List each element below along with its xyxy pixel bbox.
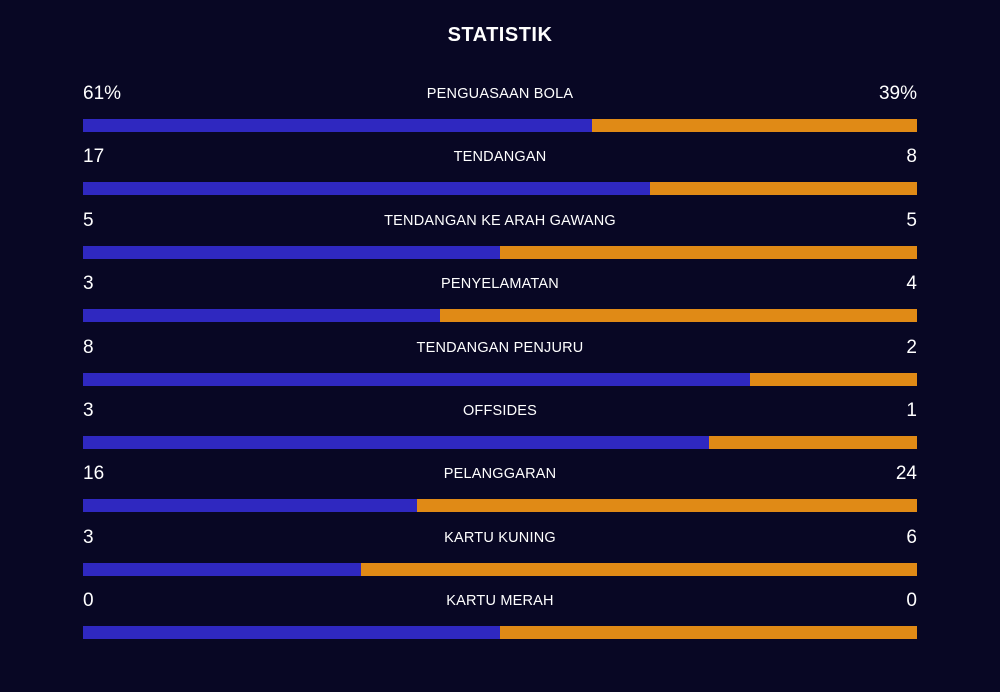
- home-bar-segment: [83, 245, 500, 259]
- stat-comparison-bar: [83, 309, 917, 323]
- away-bar-segment: [591, 119, 917, 132]
- home-bar-segment: [83, 499, 417, 513]
- stat-comparison-bar: [83, 372, 917, 386]
- away-bar-segment: [500, 245, 917, 259]
- stat-row: 3 PENYELAMATAN 4: [83, 268, 917, 331]
- stat-comparison-bar: [83, 626, 917, 640]
- stats-title: STATISTIK: [447, 24, 553, 46]
- stat-comparison-bar: [83, 119, 917, 132]
- stat-row: 8 TENDANGAN PENJURU 2: [83, 332, 917, 395]
- away-value: 8: [906, 146, 917, 168]
- stat-row: 0 KARTU MERAH 0: [83, 585, 917, 648]
- home-value: 8: [83, 336, 94, 358]
- home-bar-segment: [83, 435, 709, 449]
- away-value: 6: [906, 526, 917, 548]
- stat-label: TENDANGAN: [453, 149, 547, 166]
- away-bar-segment: [440, 309, 917, 323]
- home-bar-segment: [83, 182, 651, 196]
- home-value: 3: [83, 399, 94, 421]
- home-value: 5: [83, 209, 94, 231]
- stat-comparison-bar: [83, 245, 917, 259]
- home-value: 0: [83, 590, 94, 612]
- stat-label: PENGUASAAN BOLA: [426, 86, 574, 102]
- stat-row: 3 KARTU KUNING 6: [83, 522, 917, 585]
- stat-comparison-bar: [83, 435, 917, 449]
- away-value: 5: [906, 209, 917, 231]
- stat-label: KARTU MERAH: [446, 593, 554, 610]
- stat-row: 17 TENDANGAN 8: [83, 141, 917, 204]
- home-bar-segment: [83, 309, 441, 323]
- away-value: 4: [906, 273, 917, 295]
- away-bar-segment: [708, 435, 917, 449]
- stat-row: 61% PENGUASAAN BOLA 39%: [83, 78, 917, 141]
- away-bar-segment: [650, 182, 917, 196]
- home-bar-segment: [83, 626, 500, 640]
- stat-label: TENDANGAN PENJURU: [416, 339, 584, 356]
- away-bar-segment: [416, 499, 917, 513]
- home-value: 3: [83, 526, 94, 548]
- stat-row: 5 TENDANGAN KE ARAH GAWANG 5: [83, 205, 917, 268]
- stat-label: PELANGGARAN: [443, 466, 557, 483]
- away-bar-segment: [500, 626, 917, 640]
- stat-comparison-bar: [83, 499, 917, 513]
- away-bar-segment: [360, 562, 917, 576]
- away-value: 39%: [878, 83, 917, 104]
- stat-label: TENDANGAN KE ARAH GAWANG: [384, 212, 616, 229]
- home-bar-segment: [83, 562, 361, 576]
- home-value: 3: [83, 273, 94, 295]
- away-value: 1: [906, 399, 917, 421]
- stat-label: KARTU KUNING: [444, 529, 556, 546]
- home-value: 61%: [83, 83, 122, 104]
- stat-label: PENYELAMATAN: [441, 276, 559, 293]
- home-value: 17: [83, 146, 105, 168]
- home-bar-segment: [83, 119, 592, 132]
- away-value: 24: [895, 463, 917, 485]
- away-value: 0: [906, 590, 917, 612]
- stats-list: 61% PENGUASAAN BOLA 39% 17 TENDANGAN 8 5…: [83, 78, 917, 649]
- away-value: 2: [906, 336, 917, 358]
- stat-row: 3 OFFSIDES 1: [83, 395, 917, 458]
- stat-comparison-bar: [83, 182, 917, 196]
- stat-comparison-bar: [83, 562, 917, 576]
- stat-row: 16 PELANGGARAN 24: [83, 458, 917, 521]
- away-bar-segment: [750, 372, 917, 386]
- stat-label: OFFSIDES: [462, 402, 538, 419]
- home-bar-segment: [83, 372, 751, 386]
- home-value: 16: [83, 463, 105, 485]
